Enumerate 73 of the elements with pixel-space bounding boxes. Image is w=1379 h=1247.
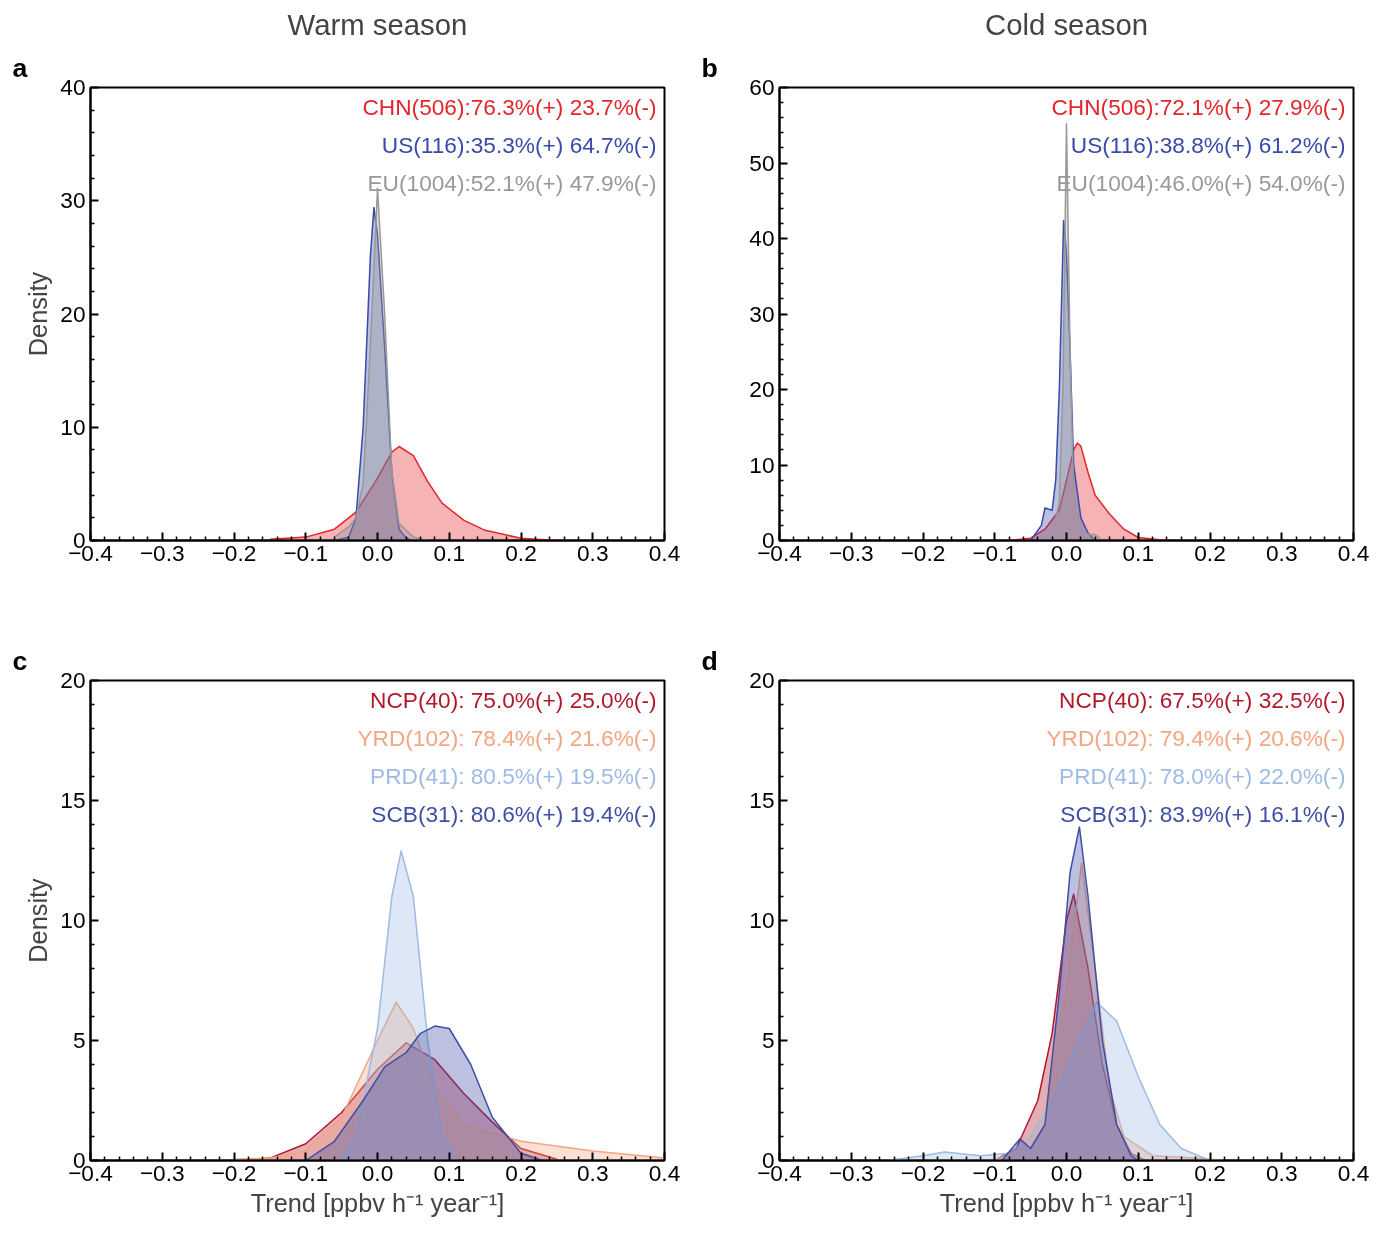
x-tick-label: 0.1	[1122, 1159, 1154, 1186]
x-tick-label: −0.2	[900, 1159, 946, 1186]
text: PRD(41): 78.0%(+) 22.0%(-)	[1059, 762, 1346, 789]
x-tick-label: −0.2	[900, 539, 946, 566]
text: CHN(506):72.1%(+) 27.9%(-)	[1051, 93, 1346, 120]
text: NCP(40): 67.5%(+) 32.5%(-)	[1059, 686, 1346, 713]
y-tick-label: 50	[749, 149, 775, 176]
y-axis-title: Density	[24, 271, 53, 357]
text: a	[12, 52, 28, 83]
x-tick-label: 0.2	[1194, 539, 1226, 566]
x-tick-label: 0.4	[648, 539, 681, 566]
x-tick-label: 0.1	[433, 1159, 465, 1186]
text: CHN(506):76.3%(+) 23.7%(-)	[362, 93, 657, 120]
x-tick-label: 0.0	[1050, 1159, 1083, 1186]
text: YRD(102): 79.4%(+) 20.6%(-)	[1046, 724, 1346, 751]
x-tick-label: −0.3	[139, 1159, 185, 1186]
text: SCB(31): 80.6%(+) 19.4%(-)	[371, 800, 657, 827]
y-tick-label: 10	[749, 451, 775, 478]
text: d	[701, 645, 718, 676]
x-tick-label: 0.2	[1194, 1159, 1226, 1186]
y-tick-label: 10	[60, 907, 86, 933]
series-label: SCB(31): 83.9%(+) 16.1%(-)	[1060, 800, 1346, 827]
text: NCP(40): 75.0%(+) 25.0%(-)	[370, 686, 657, 713]
x-tick-label: 0.3	[577, 539, 609, 566]
x-tick-label: 0.4	[648, 1159, 681, 1186]
text: YRD(102): 78.4%(+) 21.6%(-)	[357, 724, 657, 751]
chart-title: Cold season	[984, 7, 1149, 41]
text: PRD(41): 80.5%(+) 19.5%(-)	[370, 762, 657, 789]
x-axis-title: Trend [ppbv h⁻¹ year⁻¹]	[939, 1188, 1194, 1217]
text: US(116):38.8%(+) 61.2%(-)	[1070, 131, 1346, 158]
x-tick-label: −0.3	[828, 539, 874, 566]
x-tick-label: 0.2	[505, 539, 537, 566]
y-tick-label: 40	[749, 225, 775, 251]
x-tick-label: −0.3	[828, 1159, 874, 1186]
x-tick-label: 0.3	[1266, 1159, 1298, 1186]
x-tick-label: 0.1	[1122, 539, 1154, 566]
y-tick-label: 30	[60, 187, 86, 214]
x-tick-label: −0.1	[972, 539, 1018, 566]
chart-title: Warm season	[287, 7, 468, 41]
x-axis-title: Trend [ppbv h⁻¹ year⁻¹]	[250, 1188, 505, 1217]
text: US(116):35.3%(+) 64.7%(-)	[381, 131, 657, 158]
y-tick-label: 10	[749, 907, 775, 933]
y-tick-label: 20	[749, 376, 775, 402]
x-tick-label: −0.1	[283, 539, 329, 566]
y-tick-label: 20	[60, 667, 86, 693]
x-tick-label: −0.1	[972, 1159, 1018, 1186]
y-tick-label: 60	[749, 74, 775, 100]
x-tick-label: 0.3	[577, 1159, 609, 1186]
x-tick-label: −0.2	[211, 539, 257, 566]
x-tick-label: 0.0	[361, 539, 394, 566]
x-tick-label: 0.1	[433, 539, 465, 566]
x-tick-label: 0.3	[1266, 539, 1298, 566]
x-tick-label: −0.2	[211, 1159, 257, 1186]
x-tick-label: 0.4	[1337, 539, 1370, 566]
x-tick-label: −0.1	[283, 1159, 329, 1186]
series-label: EU(1004):52.1%(+) 47.9%(-)	[367, 169, 657, 196]
x-tick-label: 0.4	[1337, 1159, 1370, 1186]
y-axis-title: Density	[24, 877, 53, 963]
x-tick-label: 0.2	[505, 1159, 537, 1186]
y-tick-label: 5	[72, 1027, 86, 1053]
text: c	[12, 645, 28, 676]
y-tick-label: 30	[749, 300, 775, 327]
y-tick-label: 15	[60, 787, 86, 813]
x-tick-label: 0.0	[361, 1159, 394, 1186]
text: b	[701, 52, 718, 83]
x-tick-label: −0.3	[139, 539, 185, 566]
y-tick-label: 20	[749, 667, 775, 693]
y-tick-label: 15	[749, 787, 775, 813]
y-tick-label: 5	[761, 1027, 775, 1053]
y-tick-label: 20	[60, 300, 86, 327]
x-tick-label: 0.0	[1050, 539, 1083, 566]
y-tick-label: 40	[60, 74, 86, 100]
y-tick-label: 10	[60, 413, 86, 440]
